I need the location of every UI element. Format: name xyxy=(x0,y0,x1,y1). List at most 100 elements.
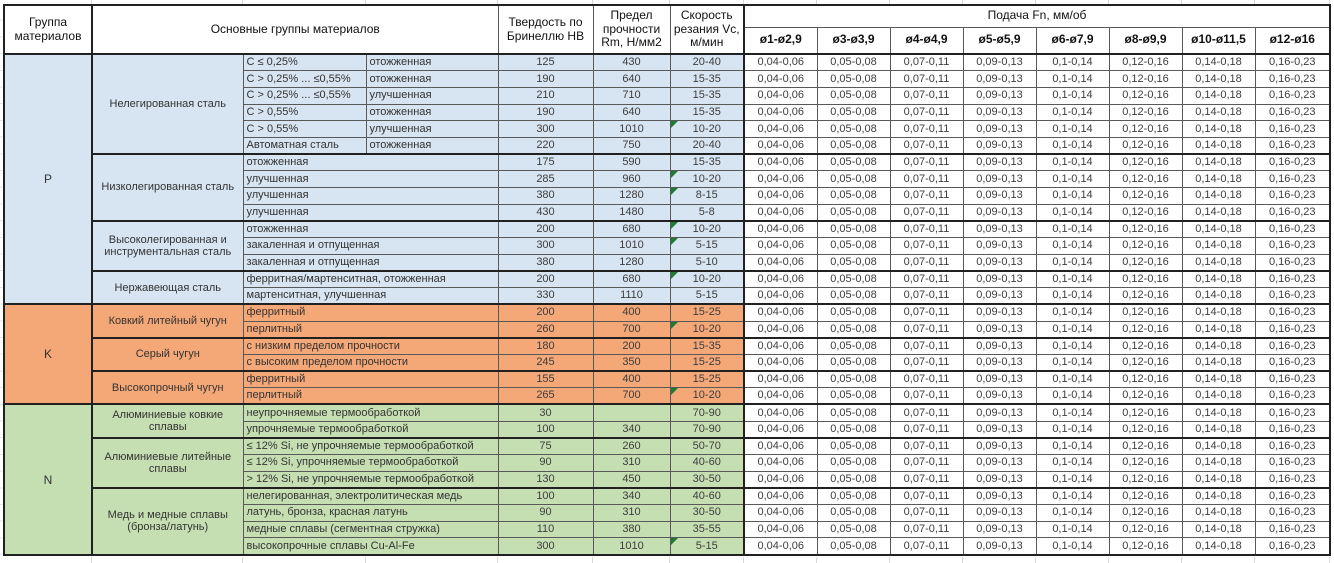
feed-cell[interactable]: 0,09-0,13 xyxy=(962,370,1037,389)
feed-cell[interactable]: 0,14-0,18 xyxy=(1181,269,1256,289)
feed-cell[interactable]: 0,04-0,06 xyxy=(743,153,818,172)
feed-cell[interactable]: 0,09-0,13 xyxy=(962,153,1037,172)
condition-cell[interactable]: C ≤ 0,25% xyxy=(242,53,367,72)
feed-cell[interactable]: 0,16-0,23 xyxy=(1254,436,1331,455)
group-code-cell[interactable]: P xyxy=(3,52,93,305)
feed-cell[interactable]: 0,16-0,23 xyxy=(1254,486,1331,506)
feed-cell[interactable]: 0,1-0,14 xyxy=(1035,120,1110,138)
feed-cell[interactable]: 0,07-0,11 xyxy=(889,470,964,489)
feed-cell[interactable]: 0,1-0,14 xyxy=(1035,103,1110,122)
hardness-cell[interactable]: 110 xyxy=(497,520,594,539)
feed-cell[interactable]: 0,14-0,18 xyxy=(1181,103,1256,122)
feed-cell[interactable]: 0,12-0,16 xyxy=(1108,436,1183,455)
hardness-cell[interactable]: 200 xyxy=(497,219,594,239)
feed-cell[interactable]: 0,09-0,13 xyxy=(962,269,1037,289)
feed-cell[interactable]: 0,05-0,08 xyxy=(816,187,891,205)
feed-cell[interactable]: 0,07-0,11 xyxy=(889,436,964,455)
feed-cell[interactable]: 0,04-0,06 xyxy=(743,336,818,355)
strength-cell[interactable]: 350 xyxy=(592,353,671,372)
description-cell[interactable]: ферритная/мартенситная, отожженная xyxy=(242,269,499,289)
feed-cell[interactable]: 0,12-0,16 xyxy=(1108,353,1183,372)
feed-cell[interactable]: 0,04-0,06 xyxy=(743,86,818,105)
feed-cell[interactable]: 0,07-0,11 xyxy=(889,237,964,255)
feed-cell[interactable]: 0,09-0,13 xyxy=(962,403,1037,422)
feed-cell[interactable]: 0,12-0,16 xyxy=(1108,86,1183,105)
hardness-cell[interactable]: 30 xyxy=(497,403,594,422)
feed-cell[interactable]: 0,04-0,06 xyxy=(743,387,818,405)
feed-cell[interactable]: 0,04-0,06 xyxy=(743,303,818,322)
feed-cell[interactable]: 0,07-0,11 xyxy=(889,370,964,389)
feed-cell[interactable]: 0,12-0,16 xyxy=(1108,387,1183,405)
cutting-speed-cell[interactable]: 5-15 xyxy=(669,237,745,255)
cutting-speed-cell[interactable]: 40-60 xyxy=(669,454,745,472)
description-cell[interactable]: упрочняемые термообработкой xyxy=(242,420,499,439)
feed-cell[interactable]: 0,12-0,16 xyxy=(1108,120,1183,138)
feed-cell[interactable]: 0,07-0,11 xyxy=(889,353,964,372)
description-cell[interactable]: неупрочняемые термообработкой xyxy=(242,403,499,422)
feed-cell[interactable]: 0,09-0,13 xyxy=(962,170,1037,188)
condition-cell[interactable]: C > 0,25% ... ≤0,55% xyxy=(242,86,367,105)
strength-cell[interactable]: 700 xyxy=(592,320,671,339)
feed-cell[interactable]: 0,04-0,06 xyxy=(743,353,818,372)
feed-cell[interactable]: 0,04-0,06 xyxy=(743,103,818,122)
feed-cell[interactable]: 0,1-0,14 xyxy=(1035,403,1110,422)
feed-cell[interactable]: 0,05-0,08 xyxy=(816,336,891,355)
cutting-speed-cell[interactable]: 15-35 xyxy=(669,103,745,122)
hardness-cell[interactable]: 330 xyxy=(497,287,594,305)
feed-cell[interactable]: 0,1-0,14 xyxy=(1035,203,1110,222)
cutting-speed-cell[interactable]: 10-20 xyxy=(669,219,745,239)
feed-cell[interactable]: 0,14-0,18 xyxy=(1181,420,1256,439)
feed-cell[interactable]: 0,12-0,16 xyxy=(1108,454,1183,472)
feed-cell[interactable]: 0,16-0,23 xyxy=(1254,504,1331,522)
cutting-speed-cell[interactable]: 35-55 xyxy=(669,520,745,539)
hardness-cell[interactable]: 180 xyxy=(497,336,594,355)
feed-cell[interactable]: 0,12-0,16 xyxy=(1108,420,1183,439)
feed-cell[interactable]: 0,16-0,23 xyxy=(1254,53,1331,72)
feed-cell[interactable]: 0,12-0,16 xyxy=(1108,103,1183,122)
strength-cell[interactable]: 340 xyxy=(592,486,671,506)
feed-cell[interactable]: 0,12-0,16 xyxy=(1108,70,1183,88)
feed-cell[interactable]: 0,14-0,18 xyxy=(1181,219,1256,239)
feed-cell[interactable]: 0,04-0,06 xyxy=(743,253,818,272)
feed-cell[interactable]: 0,12-0,16 xyxy=(1108,253,1183,272)
feed-cell[interactable]: 0,16-0,23 xyxy=(1254,237,1331,255)
strength-cell[interactable]: 1280 xyxy=(592,253,671,272)
hardness-cell[interactable]: 245 xyxy=(497,353,594,372)
hardness-cell[interactable]: 430 xyxy=(497,203,594,222)
diameter-header-cell[interactable]: ø1-ø2,9 xyxy=(743,26,818,55)
description-cell[interactable]: перлитный xyxy=(242,320,499,339)
header-tensile-strength[interactable]: Предел прочности Rm, Н/мм2 xyxy=(592,4,671,55)
feed-cell[interactable]: 0,1-0,14 xyxy=(1035,486,1110,506)
feed-cell[interactable]: 0,04-0,06 xyxy=(743,70,818,88)
description-cell[interactable]: ферритный xyxy=(242,303,499,322)
feed-cell[interactable]: 0,04-0,06 xyxy=(743,520,818,539)
state-cell[interactable]: улучшенная xyxy=(365,120,499,138)
feed-cell[interactable]: 0,07-0,11 xyxy=(889,303,964,322)
feed-cell[interactable]: 0,04-0,06 xyxy=(743,486,818,506)
feed-cell[interactable]: 0,04-0,06 xyxy=(743,53,818,72)
feed-cell[interactable]: 0,07-0,11 xyxy=(889,203,964,222)
feed-cell[interactable]: 0,16-0,23 xyxy=(1254,303,1331,322)
cutting-speed-cell[interactable]: 15-35 xyxy=(669,86,745,105)
description-cell[interactable]: нелегированная, электролитическая медь xyxy=(242,486,499,506)
feed-cell[interactable]: 0,05-0,08 xyxy=(816,420,891,439)
feed-cell[interactable]: 0,14-0,18 xyxy=(1181,454,1256,472)
description-cell[interactable]: ферритный xyxy=(242,370,499,389)
description-cell[interactable]: > 12% Si, не упрочняемые термообработкой xyxy=(242,470,499,489)
cutting-speed-cell[interactable]: 15-25 xyxy=(669,353,745,372)
feed-cell[interactable]: 0,07-0,11 xyxy=(889,219,964,239)
strength-cell[interactable]: 710 xyxy=(592,86,671,105)
cutting-speed-cell[interactable]: 5-15 xyxy=(669,287,745,305)
feed-cell[interactable]: 0,09-0,13 xyxy=(962,537,1037,556)
feed-cell[interactable]: 0,05-0,08 xyxy=(816,403,891,422)
feed-cell[interactable]: 0,09-0,13 xyxy=(962,287,1037,305)
feed-cell[interactable]: 0,12-0,16 xyxy=(1108,187,1183,205)
feed-cell[interactable]: 0,04-0,06 xyxy=(743,136,818,155)
feed-cell[interactable]: 0,04-0,06 xyxy=(743,537,818,556)
feed-cell[interactable]: 0,04-0,06 xyxy=(743,454,818,472)
feed-cell[interactable]: 0,09-0,13 xyxy=(962,103,1037,122)
feed-cell[interactable]: 0,14-0,18 xyxy=(1181,537,1256,556)
feed-cell[interactable]: 0,07-0,11 xyxy=(889,504,964,522)
feed-cell[interactable]: 0,05-0,08 xyxy=(816,353,891,372)
feed-cell[interactable]: 0,1-0,14 xyxy=(1035,504,1110,522)
